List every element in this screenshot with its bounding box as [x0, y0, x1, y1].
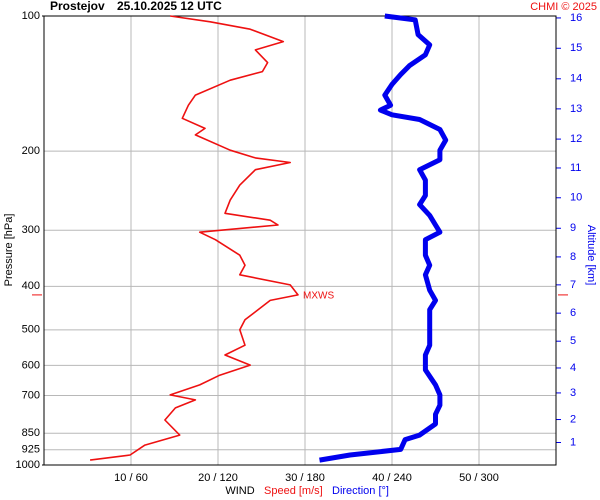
y2-tick-label: 2 — [570, 413, 576, 425]
y-tick-label: 700 — [22, 389, 40, 401]
y-tick-label: 400 — [22, 280, 40, 292]
y2-tick-label: 1 — [570, 436, 576, 448]
credit: CHMI © 2025 — [530, 1, 597, 13]
y2-tick-label: 3 — [570, 387, 576, 399]
chart-title: 25.10.2025 12 UTC — [117, 0, 222, 13]
x-tick-label: 30 / 180 — [285, 472, 325, 484]
y-tick-label: 925 — [22, 444, 40, 456]
y-tick-label: 300 — [22, 224, 40, 236]
y2-tick-label: 14 — [570, 73, 582, 85]
y2-tick-label: 10 — [570, 192, 582, 204]
y-tick-label: 600 — [22, 359, 40, 371]
y-tick-label: 200 — [22, 145, 40, 157]
y2-tick-label: 11 — [570, 162, 581, 174]
x-tick-label: 50 / 300 — [459, 472, 499, 484]
y2-tick-label: 13 — [570, 103, 582, 115]
station: Prostejov — [50, 0, 105, 13]
mxws-label: MXWS — [303, 291, 334, 302]
x-axis-label: WIND — [225, 485, 254, 497]
y2-tick-label: 6 — [570, 307, 576, 319]
y2-tick-label: 15 — [570, 42, 582, 54]
y2-tick-label: 16 — [570, 12, 582, 24]
x-tick-label: 20 / 120 — [198, 472, 238, 484]
y-tick-label: 1000 — [16, 459, 40, 471]
y2-tick-label: 8 — [570, 251, 576, 263]
y2-tick-label: 7 — [570, 279, 576, 291]
y-tick-label: 100 — [22, 10, 40, 22]
legend-speed: Speed [m/s] — [264, 485, 323, 497]
x-tick-label: 10 / 60 — [114, 472, 148, 484]
y2-tick-label: 9 — [570, 222, 576, 234]
plot-frame — [43, 15, 557, 466]
y-axis-label: Pressure [hPa] — [3, 214, 15, 287]
speed-line — [89, 15, 299, 461]
legend-direction: Direction [°] — [332, 485, 389, 497]
y-tick-label: 850 — [22, 427, 40, 439]
y2-tick-label: 4 — [570, 362, 576, 374]
y2-axis-label: Altitude [km] — [585, 225, 597, 286]
y2-tick-label: 5 — [570, 335, 576, 347]
y2-tick-label: 12 — [570, 133, 582, 145]
x-tick-label: 40 / 240 — [372, 472, 412, 484]
y-tick-label: 500 — [22, 324, 40, 336]
direction-line — [319, 13, 449, 463]
